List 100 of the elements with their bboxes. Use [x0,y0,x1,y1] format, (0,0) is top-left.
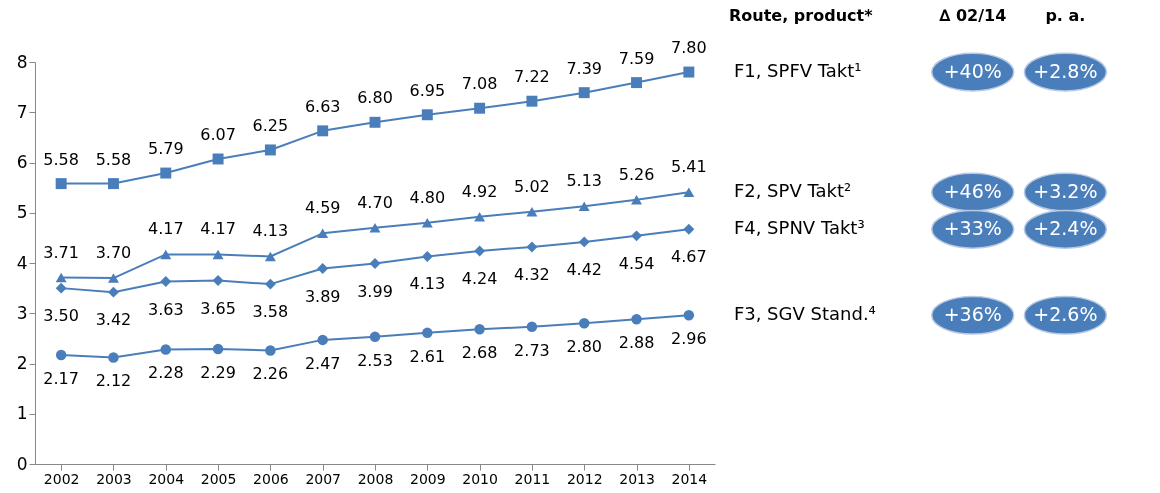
point [422,327,433,339]
data-label: +46% [943,180,1002,203]
data-label: 3.99 [357,281,393,301]
x-tick-label: 2004 [148,470,185,487]
data-label: 3.50 [43,306,79,326]
point [474,245,486,257]
data-label: 6.95 [409,80,446,100]
x-tick-label: 2003 [96,470,132,487]
data-label: 2.26 [252,364,289,384]
category-label: F1, SPFV Takt¹ [733,60,862,82]
x-tick-label: 2010 [462,470,498,487]
text: Route, product* [729,6,874,25]
data-label: +3.2% [1033,180,1098,203]
data-label: 4.32 [514,264,550,284]
point [317,228,329,239]
data-label: 3.63 [147,299,184,319]
point [474,102,486,114]
y-tick-label: 5 [16,202,28,223]
point [317,125,329,137]
data-label: 4.24 [461,268,498,288]
data-label: 6.25 [252,115,289,135]
data-label: 7.08 [461,74,498,94]
point [421,218,433,228]
point [160,167,172,179]
x-tick-label: 2007 [305,470,342,487]
data-label: 2.73 [514,340,550,360]
data-label: +40% [943,60,1002,83]
y-tick-label: 6 [16,152,28,172]
data-label: 2.53 [357,350,393,370]
point [317,334,328,346]
point [421,109,433,121]
point [474,212,486,222]
point [212,153,224,165]
data-label: +2.4% [1033,217,1098,240]
data-label: 2.80 [566,337,603,357]
point [631,77,643,89]
data-label: 2.17 [43,368,79,388]
point [369,223,381,233]
point [578,318,590,329]
data-label: 3.70 [95,243,132,263]
point [160,249,172,260]
data-label: +33% [943,217,1002,240]
x-tick-label: 2006 [253,470,289,487]
point [526,95,538,107]
point [107,286,119,298]
x-tick-label: 2014 [671,470,708,487]
data-label: 3.89 [304,286,341,306]
data-label: 3.58 [252,302,289,322]
y-tick-label: 0 [16,453,28,474]
y-tick-label: 8 [16,51,28,72]
data-label: 4.80 [409,187,446,207]
point [55,282,67,294]
point [683,310,695,321]
point [683,187,695,197]
point [683,223,695,235]
point [526,321,538,333]
point [631,230,643,242]
data-label: 5.26 [618,164,655,184]
data-label: 4.42 [566,259,603,279]
x-tick-label: 2011 [514,470,551,487]
point [160,344,172,355]
series-label: p. a. [1045,6,1086,25]
data-label: 4.59 [304,198,341,218]
data-label: 2.61 [409,346,446,366]
data-label: 2.29 [200,362,236,382]
point [55,272,67,283]
y-tick-label: 1 [16,403,28,424]
point [526,207,538,217]
data-label: 2.88 [618,333,655,353]
point [474,324,485,335]
data-label: +2.8% [1033,60,1098,83]
point [578,201,590,211]
data-label: 2.28 [147,363,184,383]
point [683,66,695,78]
point [578,87,590,99]
point [264,278,276,290]
point [631,194,643,205]
point [55,349,67,361]
point [526,241,538,253]
point [108,352,119,363]
category-label: F2, SPV Takt² [733,180,852,202]
point [578,236,590,248]
point [107,178,119,190]
x-tick-label: 2005 [200,470,237,487]
y-tick-label: 2 [16,353,28,373]
point [160,276,172,288]
x-tick-label: 2012 [566,470,603,487]
data-label: 4.92 [461,181,498,201]
data-label: 2.47 [304,353,341,373]
point [369,116,381,128]
data-label: 3.42 [95,310,132,330]
data-label: 6.80 [357,88,393,108]
data-label: 4.54 [618,253,655,273]
data-label: 5.13 [566,171,603,191]
data-label: 5.58 [43,149,79,169]
data-label: 6.63 [304,96,341,116]
point [264,144,276,156]
data-label: 2.68 [461,343,498,363]
data-label: +2.6% [1033,303,1098,326]
x-tick-label: 2002 [43,470,80,487]
